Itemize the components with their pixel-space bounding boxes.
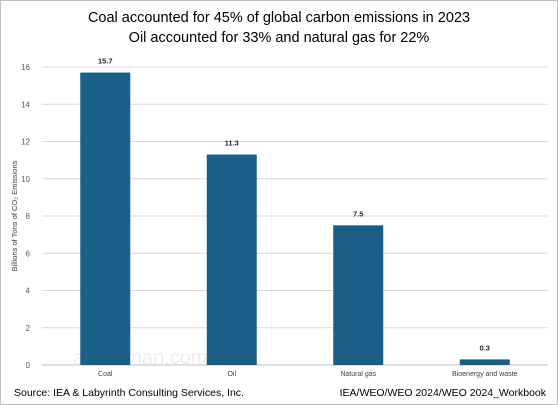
data-label: 15.7 bbox=[98, 57, 113, 66]
y-tick-label: 6 bbox=[26, 249, 31, 258]
data-label: 0.3 bbox=[480, 343, 490, 352]
data-label: 7.5 bbox=[353, 209, 363, 218]
chart-title: Coal accounted for 45% of global carbon … bbox=[0, 8, 558, 48]
y-tick-label: 4 bbox=[26, 287, 31, 296]
source-left: Source: IEA & Labyrinth Consulting Servi… bbox=[14, 387, 244, 399]
x-tick-label: Coal bbox=[98, 371, 113, 378]
y-tick-label: 10 bbox=[21, 175, 30, 184]
title-line-1: Coal accounted for 45% of global carbon … bbox=[87, 10, 471, 26]
y-tick-label: 12 bbox=[21, 138, 30, 147]
bar-coal bbox=[80, 72, 131, 366]
y-tick-label: 16 bbox=[21, 63, 30, 72]
data-label: 11.3 bbox=[225, 139, 239, 148]
x-tick-label: Natural gas bbox=[340, 371, 376, 378]
bar-oil bbox=[206, 154, 257, 365]
x-tick-label: Bioenergy and waste bbox=[452, 371, 517, 378]
source-right: IEA/WEO/WEO 2024/WEO 2024_Workbook bbox=[339, 387, 546, 399]
y-tick-label: 0 bbox=[26, 361, 31, 370]
bar-bioenergy-and-waste bbox=[459, 359, 510, 365]
y-tick-label: 8 bbox=[26, 212, 31, 221]
title-line-2: Oil accounted for 33% and natural gas fo… bbox=[128, 30, 430, 46]
y-tick-label: 2 bbox=[26, 324, 31, 333]
y-tick-label: 14 bbox=[21, 100, 30, 109]
x-tick-label: Oil bbox=[227, 371, 236, 378]
bar-natural-gas bbox=[333, 225, 384, 365]
y-axis-label: Billions of Tons of CO₂ Emissions bbox=[10, 160, 19, 271]
